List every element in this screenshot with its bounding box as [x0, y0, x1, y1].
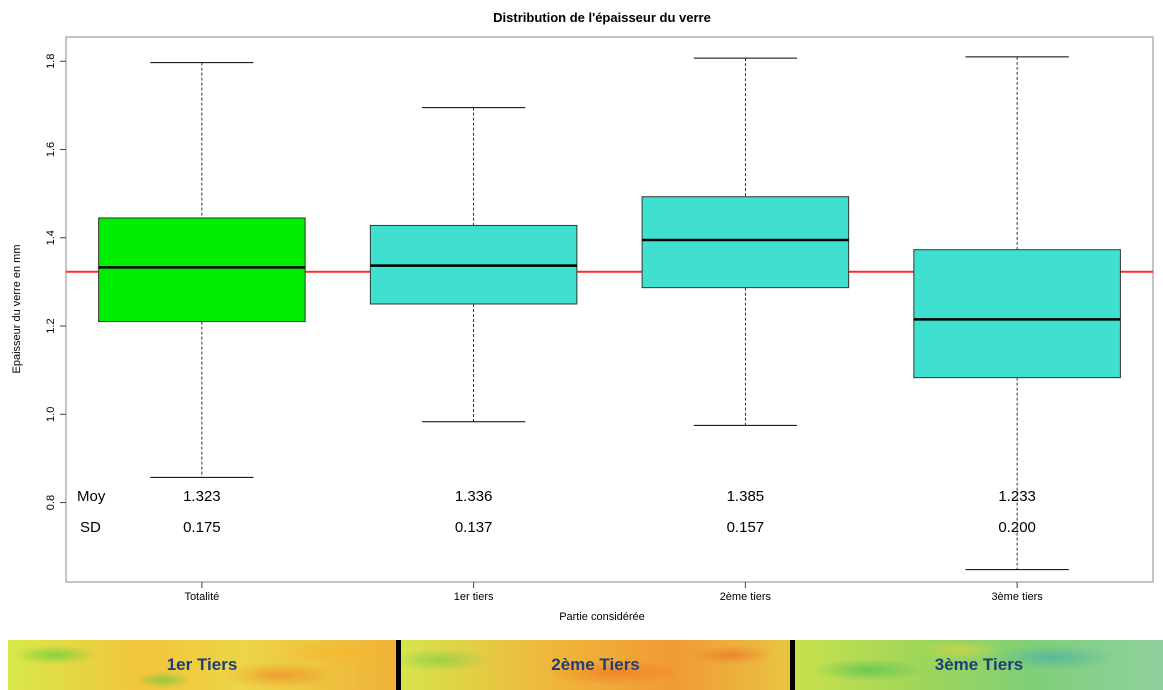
strip-label-2: 2ème Tiers — [551, 655, 640, 674]
mean-value: 1.233 — [998, 488, 1036, 505]
sd-value: 0.137 — [455, 519, 493, 536]
glass-thickness-strip: 1er Tiers 2ème Tiers 3ème Tiers — [8, 640, 1163, 690]
box-iqr — [913, 249, 1121, 379]
y-tick-label: 1.2 — [45, 318, 57, 333]
box-3 — [641, 57, 850, 426]
chart-title: Distribution de l'épaisseur du verre — [493, 10, 711, 25]
mean-value: 1.336 — [455, 488, 493, 505]
box-4 — [913, 56, 1121, 571]
sd-value: 0.175 — [183, 519, 221, 536]
x-axis-title: Partie considérée — [559, 611, 645, 623]
y-tick-label: 1.0 — [45, 407, 57, 422]
strip-panel-1: 1er Tiers — [8, 640, 396, 690]
y-tick-label: 1.6 — [45, 142, 57, 157]
mean-value: 1.385 — [727, 488, 765, 505]
strip-label-3: 3ème Tiers — [934, 655, 1024, 674]
sd-value: 0.200 — [998, 519, 1036, 536]
stat-label-mean: Moy — [77, 488, 106, 505]
x-tick-label: 1er tiers — [454, 591, 494, 603]
strip-separator — [396, 640, 401, 690]
plot-frame — [65, 36, 1154, 583]
box-iqr — [641, 196, 850, 289]
y-tick-label: 0.8 — [45, 495, 57, 510]
mean-value: 1.323 — [183, 488, 221, 505]
strip-separator — [790, 640, 795, 690]
x-tick-label: 2ème tiers — [720, 591, 772, 603]
strip-panel-3: 3ème Tiers — [795, 640, 1163, 690]
strip-label-1: 1er Tiers — [166, 655, 238, 674]
strip-panel-2: 2ème Tiers — [401, 640, 790, 690]
x-axis: Totalité 1er tiers 2ème tiers 3ème tiers — [184, 582, 1043, 603]
box-2 — [369, 107, 578, 423]
x-tick-label: Totalité — [184, 591, 219, 603]
boxplot-chart: Distribution de l'épaisseur du verre 0.8… — [11, 10, 1154, 623]
box-1 — [98, 62, 306, 478]
x-tick-label: 3ème tiers — [991, 591, 1043, 603]
box-iqr — [98, 217, 306, 323]
y-tick-label: 1.8 — [45, 54, 57, 69]
y-tick-label: 1.4 — [45, 230, 57, 245]
stat-label-sd: SD — [80, 519, 101, 536]
y-axis: 0.8 1.0 1.2 1.4 1.6 1.8 — [45, 54, 66, 510]
y-axis-title: Epaisseur du verre en mm — [11, 245, 23, 374]
sd-value: 0.157 — [727, 519, 765, 536]
